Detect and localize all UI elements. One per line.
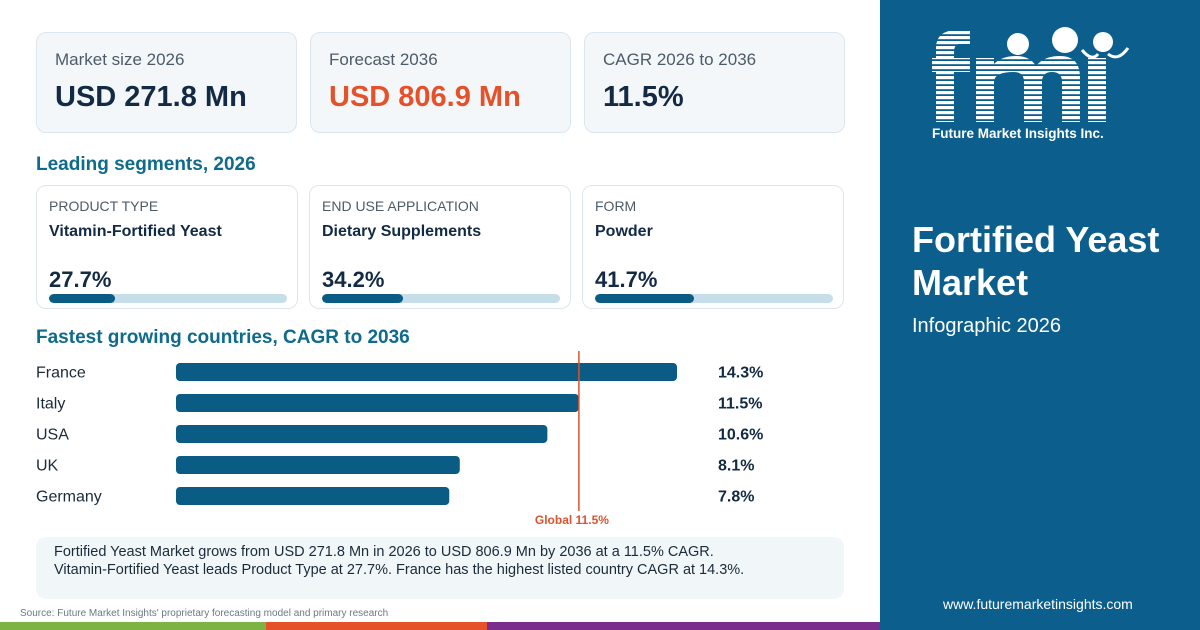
segments-heading: Leading segments, 2026: [36, 154, 256, 175]
fmi-logo: Future Market Insights Inc.: [932, 27, 1130, 141]
country-bar: [176, 363, 677, 381]
country-cagr-chart: France 14.3% Italy 11.5% USA 10.6% UK 8.1% Germa…: [36, 351, 763, 527]
segment-share: 27.7%: [49, 267, 112, 292]
country-bar: [176, 425, 548, 443]
segment-share-track: [595, 294, 833, 303]
country-label: Italy: [36, 396, 65, 413]
footer-stripe-purple: [487, 622, 880, 630]
logo-dot-icon: [1093, 32, 1113, 52]
segment-share-track: [49, 294, 287, 303]
countries-heading: Fastest growing countries, CAGR to 2036: [36, 327, 410, 348]
footer-stripe-green: [0, 622, 266, 630]
summary-line: Vitamin-Fortified Yeast leads Product Ty…: [54, 562, 745, 578]
segment-share-fill: [322, 294, 404, 303]
country-label: France: [36, 365, 86, 382]
country-label: Germany: [36, 489, 102, 506]
country-value-label: 14.3%: [718, 365, 763, 382]
segment-share-track: [322, 294, 560, 303]
segment-category: PRODUCT TYPE: [49, 198, 159, 214]
country-value-label: 10.6%: [718, 427, 763, 444]
country-value-label: 7.8%: [718, 489, 754, 506]
segment-share: 41.7%: [595, 267, 658, 292]
summary-box: Fortified Yeast Market grows from USD 27…: [36, 537, 844, 599]
country-value-label: 8.1%: [718, 458, 754, 475]
stat-card-market-size: Market size 2026 USD 271.8 Mn: [36, 32, 297, 133]
stat-value: USD 271.8 Mn: [55, 81, 247, 113]
footer-stripe-orange: [266, 622, 487, 630]
country-bar: [176, 487, 450, 505]
country-label: UK: [36, 458, 59, 475]
segment-category: END USE APPLICATION: [322, 198, 479, 214]
stat-label: CAGR 2026 to 2036: [603, 50, 757, 69]
segment-name: Dietary Supplements: [322, 223, 482, 240]
stat-value: USD 806.9 Mn: [329, 81, 521, 113]
report-subtitle: Infographic 2026: [912, 315, 1062, 337]
stat-card-cagr: CAGR 2026 to 2036 11.5%: [584, 32, 845, 133]
segment-name: Vitamin-Fortified Yeast: [49, 223, 222, 240]
report-title: Fortified Yeast Market: [912, 219, 1160, 303]
stat-card-forecast: Forecast 2036 USD 806.9 Mn: [310, 32, 571, 133]
segment-share-fill: [49, 294, 115, 303]
country-value-label: 11.5%: [718, 396, 762, 413]
logo-caption: Future Market Insights Inc.: [932, 126, 1104, 141]
segment-card-end-use: END USE APPLICATION Dietary Supplements …: [309, 185, 571, 309]
stat-label: Market size 2026: [55, 50, 185, 69]
website-link[interactable]: www.futuremarketinsights.com: [943, 596, 1133, 612]
segment-card-product-type: PRODUCT TYPE Vitamin-Fortified Yeast 27.…: [36, 185, 298, 309]
segment-name: Powder: [595, 223, 653, 240]
global-reference-label: Global 11.5%: [535, 513, 609, 527]
segment-category: FORM: [595, 198, 637, 214]
summary-line: Fortified Yeast Market grows from USD 27…: [54, 544, 714, 560]
country-bar: [176, 456, 460, 474]
country-label: USA: [36, 427, 69, 444]
country-bar: [176, 394, 579, 412]
stat-value: 11.5%: [603, 81, 684, 113]
infographic-main: Market size 2026 USD 271.8 Mn Forecast 2…: [0, 32, 880, 630]
stat-label: Forecast 2036: [329, 50, 438, 69]
logo-dot-icon: [1052, 27, 1078, 53]
source-note: Source: Future Market Insights' propriet…: [20, 608, 389, 619]
logo-dot-icon: [1007, 33, 1029, 55]
segment-card-form: FORM Powder 41.7%: [582, 185, 844, 309]
segment-share-fill: [595, 294, 695, 303]
segment-share: 34.2%: [322, 267, 385, 292]
sidebar-panel: Future Market Insights Inc. Fortified Ye…: [880, 0, 1200, 630]
